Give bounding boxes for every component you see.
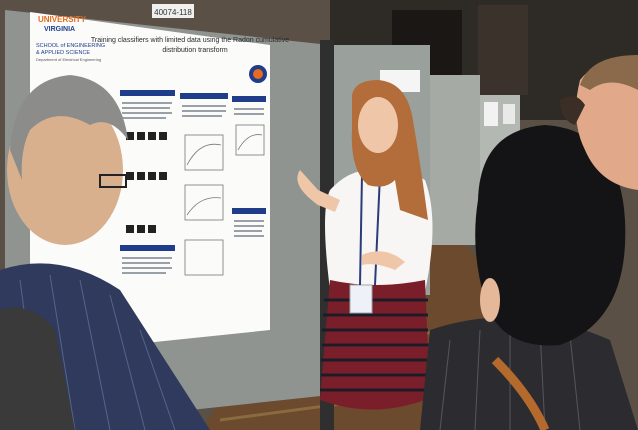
attendee-right-hair: [475, 125, 626, 346]
poster-text-lines: [122, 102, 264, 274]
attendee-left-head: [7, 95, 123, 245]
poster-title-1: Training classifiers with limited data u…: [91, 37, 289, 44]
background-person-head: [560, 96, 585, 125]
board-number-tag: [152, 4, 194, 18]
section-header-5: [232, 208, 266, 214]
school-name-2: & APPLIED SCIENCE: [36, 50, 90, 56]
lanyard: [359, 174, 381, 286]
poster-plots: [184, 124, 265, 276]
eyeglasses: [99, 174, 127, 188]
distant-poster-2: [503, 104, 515, 124]
image-samples-grid: [126, 132, 167, 233]
attendee-left-hair: [10, 75, 128, 180]
attendee-far-right-hair: [580, 55, 638, 90]
bag-strap: [491, 356, 550, 430]
poster-board-3: [430, 75, 480, 245]
presenter-hand-right: [362, 251, 405, 270]
poster-title-2: distribution transform: [162, 47, 228, 54]
name-badge: [349, 284, 373, 314]
university-name-bottom: VIRGINIA: [44, 26, 75, 33]
backpack-strap: [0, 307, 75, 430]
distant-poster: [484, 102, 498, 126]
attendee-right-ear: [480, 278, 500, 322]
section-header-3: [232, 96, 266, 102]
wall-panel: [478, 5, 528, 95]
school-name-1: SCHOOL of ENGINEERING: [36, 43, 105, 49]
section-header-2: [180, 93, 228, 99]
department-name: Department of Electrical Engineering: [36, 57, 101, 62]
section-header-4: [120, 245, 175, 251]
logo-seal-inner: [253, 69, 263, 79]
presenter-hand-left: [297, 170, 340, 212]
university-name-top: UNIVERSITY: [38, 15, 87, 24]
attendee-right-jacket: [420, 317, 638, 430]
presenter-face: [358, 97, 398, 153]
section-header: [120, 90, 175, 96]
attendee-far-right-face: [576, 62, 638, 191]
skirt-stripes: [320, 298, 430, 392]
board-number: 40074-118: [154, 8, 192, 17]
